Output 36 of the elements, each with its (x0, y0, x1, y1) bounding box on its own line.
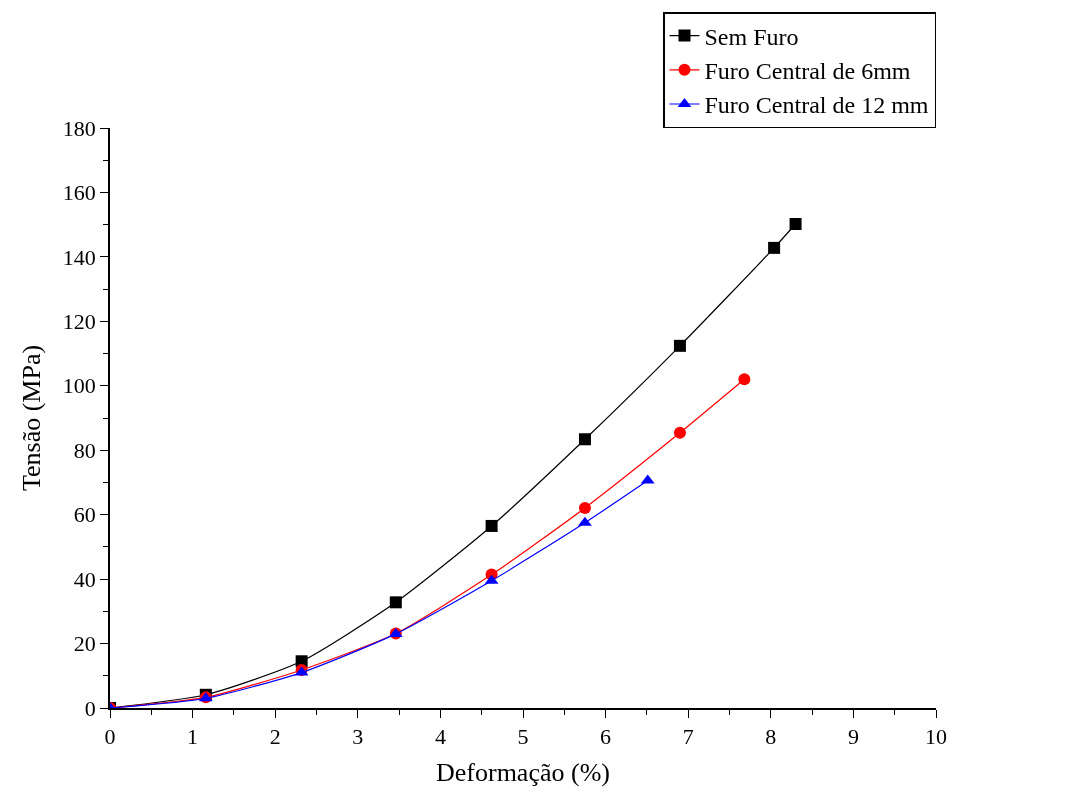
y-tick-label: 100 (62, 373, 96, 399)
point (485, 519, 498, 532)
x-tick-label: 0 (104, 724, 116, 750)
x-tick-label: 4 (434, 724, 446, 750)
y-axis-title: Tensão (MPa) (16, 344, 46, 492)
x-tick-label: 5 (517, 724, 529, 750)
point (673, 426, 686, 439)
legend-label: Furo Central de 6mm (704, 58, 911, 85)
point (673, 339, 686, 352)
y-tick-label: 140 (62, 244, 96, 270)
legend-label: Sem Furo (704, 23, 799, 50)
point (389, 596, 402, 609)
y-tick-label: 60 (73, 502, 96, 528)
x-tick-label: 7 (682, 724, 694, 750)
point (578, 433, 591, 446)
x-tick-label: 6 (600, 724, 612, 750)
y-tick-label: 120 (62, 309, 96, 335)
legend-label: Furo Central de 12 mm (704, 92, 929, 119)
point (738, 373, 751, 386)
y-tick-label: 160 (62, 180, 96, 206)
y-tick-label: 80 (73, 437, 96, 463)
x-tick-label: 3 (352, 724, 364, 750)
x-tick-label: 8 (765, 724, 777, 750)
x-tick-label: 1 (187, 724, 199, 750)
point (789, 218, 802, 231)
point (578, 501, 591, 514)
x-tick-label: 9 (847, 724, 859, 750)
x-tick-label: 2 (269, 724, 281, 750)
y-tick-label: 20 (73, 631, 96, 657)
y-tick-label: 40 (73, 566, 96, 592)
x-axis-title: Deformação (%) (436, 758, 610, 788)
point (768, 241, 781, 254)
x-tick-label: 10 (925, 724, 947, 750)
point (578, 516, 592, 526)
y-tick-label: 0 (84, 695, 96, 721)
y-tick-label: 180 (62, 115, 96, 141)
